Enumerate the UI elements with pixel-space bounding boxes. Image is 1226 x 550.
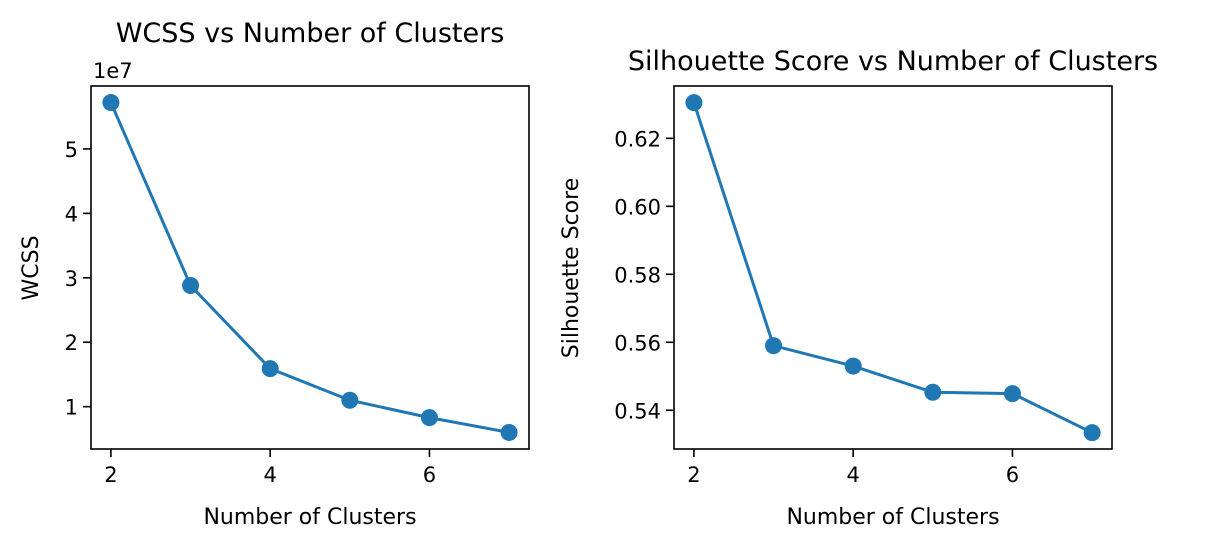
y-tick-label: 2 [65,331,78,355]
x-tick-label: 4 [846,463,859,487]
x-ticks: 2 4 6 [104,449,436,487]
y-axis-label: WCSS [19,235,44,300]
y-tick-label: 0.62 [614,127,661,151]
axis-offset-label: 1e7 [93,59,133,83]
data-point [685,94,703,112]
y-ticks: 0.54 0.56 0.58 0.60 0.62 [614,127,674,423]
y-tick-label: 0.56 [614,331,661,355]
y-tick-label: 0.60 [614,195,661,219]
y-tick-label: 0.54 [614,399,661,423]
y-tick-label: 0.58 [614,263,661,287]
data-point [765,337,783,355]
y-tick-label: 3 [65,267,78,291]
series-line [109,101,510,434]
silhouette-chart: Silhouette Score vs Number of Clusters N… [559,46,1158,530]
data-point [1083,424,1101,442]
x-tick-label: 6 [423,463,436,487]
data-point [182,277,200,295]
chart-title: Silhouette Score vs Number of Clusters [628,46,1158,77]
x-tick-label: 2 [104,463,117,487]
y-tick-label: 5 [65,138,78,162]
x-axis-label: Number of Clusters [786,505,999,530]
data-point [500,423,518,441]
data-series [102,94,518,441]
x-tick-label: 6 [1006,463,1019,487]
chart-title: WCSS vs Number of Clusters [116,18,505,49]
x-axis-label: Number of Clusters [203,505,416,530]
data-point [844,357,862,375]
x-ticks: 2 4 6 [687,449,1019,487]
data-series [685,94,1101,442]
y-ticks: 1 2 3 4 5 [65,138,91,420]
y-tick-label: 1 [65,396,78,420]
wcss-chart: WCSS vs Number of Clusters 1e7 Number of… [19,18,530,530]
x-tick-label: 4 [263,463,276,487]
data-point [1003,385,1021,403]
plot-frame [673,85,1113,450]
data-point [261,360,279,378]
y-tick-label: 4 [65,202,78,226]
x-tick-label: 2 [687,463,700,487]
series-line [692,102,1093,435]
plot-frame [90,85,530,450]
data-point [341,391,359,409]
data-point [924,383,942,401]
y-axis-label: Silhouette Score [559,178,584,358]
data-point [420,409,438,427]
data-point [102,94,120,112]
